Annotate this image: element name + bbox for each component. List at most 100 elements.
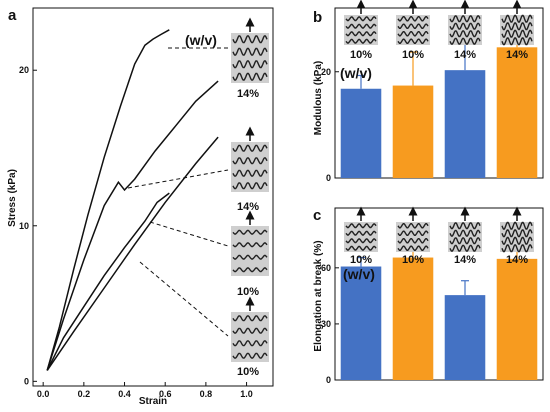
- wave-strand: [345, 238, 377, 244]
- wave-strand: [232, 315, 268, 322]
- panel-label-a: a: [8, 7, 17, 24]
- panel-b-modulus: 0 20 10% 10% 14% 14% Modulous (kPa) (w/v): [313, 0, 544, 183]
- wave-strand: [501, 22, 533, 31]
- panel-label-c: c: [313, 207, 321, 224]
- bar-1: [340, 266, 382, 380]
- leader-line-3: [149, 221, 229, 247]
- bar-4: [496, 47, 538, 178]
- panel-c-frame: [334, 207, 544, 381]
- y-tick-label: 10: [19, 221, 29, 231]
- x-tick-label: 0.2: [78, 389, 91, 399]
- wave-strand: [345, 23, 377, 29]
- pattern-icon-10pct: [231, 210, 269, 276]
- wave-strand: [449, 37, 481, 45]
- stress-strain-curve-2: [46, 80, 219, 371]
- wave-strand: [232, 169, 268, 177]
- y-tick-label: 20: [19, 65, 29, 75]
- wave-strand: [232, 144, 268, 152]
- wave-strand: [232, 229, 268, 235]
- panel-a-stress-strain: 0.0 0.2 0.4 0.6 0.8 1.0 0 10 20 Strain Stress (k…: [7, 7, 274, 407]
- y-tick-label: 0: [24, 376, 29, 386]
- panel-a-frame: [32, 7, 274, 387]
- wave-strand: [449, 222, 481, 230]
- wave-strand: [232, 35, 268, 44]
- panel-c-annotation-wv: (w/v): [343, 266, 375, 282]
- wave-strand: [345, 223, 377, 229]
- x-tick-label: 0.4: [118, 389, 131, 399]
- panel-label-b: b: [313, 9, 322, 26]
- wave-strand: [232, 72, 268, 81]
- y-tick-label: 0: [326, 375, 331, 385]
- y-tick-label: 0: [326, 173, 331, 183]
- panel-a-annotation-4: 10%: [237, 366, 259, 378]
- pattern-icon: [500, 206, 534, 253]
- wave-strand: [397, 23, 429, 29]
- pattern-icon-10pct-b: [231, 296, 269, 362]
- wave-strand: [397, 230, 429, 236]
- wave-strand: [449, 244, 481, 252]
- pattern-background: [231, 142, 269, 192]
- wave-strand: [232, 60, 268, 69]
- pattern-background: [231, 312, 269, 362]
- pattern-icon-14pct: [231, 126, 269, 192]
- category-label: 14%: [506, 254, 528, 266]
- category-label: 14%: [454, 49, 476, 61]
- wave-strand: [449, 15, 481, 23]
- bar-3: [444, 70, 486, 178]
- wave-strand: [501, 221, 533, 230]
- panel-a-annotation-1: 14%: [237, 88, 259, 100]
- bar-3: [444, 295, 486, 380]
- category-label: 14%: [454, 254, 476, 266]
- wave-strand: [397, 238, 429, 244]
- pattern-icon: [448, 0, 482, 45]
- x-tick-label: 0.6: [159, 389, 172, 399]
- wave-strand: [232, 47, 268, 56]
- wave-strand: [232, 157, 268, 165]
- wave-strand: [501, 236, 533, 245]
- panel-b-frame: [334, 7, 544, 179]
- category-label: 10%: [350, 49, 372, 61]
- x-tick-label: 0.8: [200, 389, 213, 399]
- panel-a-ticks: 0.0 0.2 0.4 0.6 0.8 1.0 0 10 20: [19, 65, 253, 399]
- pattern-background: [231, 33, 269, 83]
- panel-b-content: 0 20 10% 10% 14% 14%: [321, 0, 538, 183]
- x-tick-label: 1.0: [240, 389, 253, 399]
- panel-a-series: [46, 29, 219, 371]
- panel-c-ylabel: Elongation at break (%): [313, 240, 324, 351]
- bar-4: [496, 258, 538, 380]
- wave-strand: [232, 182, 268, 190]
- panel-a-annotation-wv: (w/v): [185, 32, 217, 48]
- pattern-icon: [344, 0, 378, 45]
- stress-strain-curve-3: [46, 192, 170, 371]
- wave-strand: [397, 31, 429, 37]
- pattern-icon: [396, 0, 430, 45]
- wave-strand: [345, 31, 377, 37]
- wave-strand: [397, 38, 429, 44]
- bar-2: [392, 257, 434, 380]
- x-tick-label: 0.0: [37, 389, 50, 399]
- category-label: 10%: [402, 49, 424, 61]
- pattern-background: [231, 226, 269, 276]
- category-label: 10%: [350, 254, 372, 266]
- stress-strain-curve-1: [46, 29, 170, 371]
- wave-strand: [397, 223, 429, 229]
- wave-strand: [232, 267, 268, 273]
- panel-a-xlabel: Strain: [139, 396, 167, 407]
- leader-line-2: [127, 169, 229, 189]
- panel-c-content: 0 30 60 10% 10% 14% 14%: [321, 206, 538, 385]
- wave-strand: [449, 22, 481, 30]
- wave-strand: [232, 242, 268, 248]
- stress-strain-curve-4: [46, 136, 219, 371]
- wave-strand: [501, 37, 533, 46]
- wave-strand: [232, 352, 268, 359]
- y-tick-label: 30: [321, 319, 331, 329]
- bar-1: [340, 88, 382, 178]
- category-label: 14%: [506, 49, 528, 61]
- leader-line-4: [139, 261, 229, 337]
- wave-strand: [449, 30, 481, 38]
- y-tick-label: 60: [321, 263, 331, 273]
- wave-strand: [501, 29, 533, 38]
- panel-a-annotation-2: 14%: [237, 201, 259, 213]
- wave-strand: [397, 245, 429, 251]
